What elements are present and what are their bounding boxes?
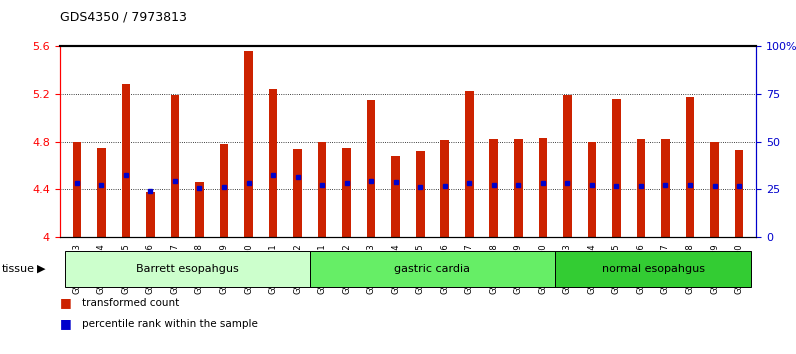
Bar (392, 156, 400, 237)
Text: normal esopahgus: normal esopahgus (602, 264, 704, 274)
Bar (122, 84, 131, 237)
Bar (735, 150, 743, 237)
Text: ▶: ▶ (37, 264, 45, 274)
Bar (195, 182, 204, 237)
Bar (661, 139, 669, 237)
Bar (490, 139, 498, 237)
Bar (710, 142, 719, 237)
Text: gastric cardia: gastric cardia (395, 264, 470, 274)
Text: tissue: tissue (2, 264, 34, 274)
Bar (220, 144, 228, 237)
Bar (416, 151, 424, 237)
Bar (97, 148, 106, 237)
Bar (342, 148, 351, 237)
Text: ■: ■ (60, 296, 72, 309)
Bar (310, 251, 555, 287)
Bar (440, 141, 449, 237)
Bar (465, 91, 474, 237)
Bar (539, 138, 547, 237)
Text: percentile rank within the sample: percentile rank within the sample (82, 319, 258, 329)
Bar (555, 251, 751, 287)
Bar (244, 51, 253, 237)
Bar (367, 100, 376, 237)
Text: transformed count: transformed count (82, 298, 179, 308)
Bar (612, 98, 621, 237)
Bar (64, 251, 310, 287)
Bar (293, 149, 302, 237)
Bar (170, 95, 179, 237)
Bar (587, 142, 596, 237)
Bar (269, 89, 277, 237)
Text: GDS4350 / 7973813: GDS4350 / 7973813 (60, 11, 186, 24)
Text: Barrett esopahgus: Barrett esopahgus (136, 264, 239, 274)
Bar (146, 192, 154, 237)
Bar (318, 142, 326, 237)
Text: ■: ■ (60, 318, 72, 330)
Bar (514, 139, 523, 237)
Bar (72, 142, 81, 237)
Bar (637, 139, 646, 237)
Bar (563, 95, 572, 237)
Bar (685, 97, 694, 237)
